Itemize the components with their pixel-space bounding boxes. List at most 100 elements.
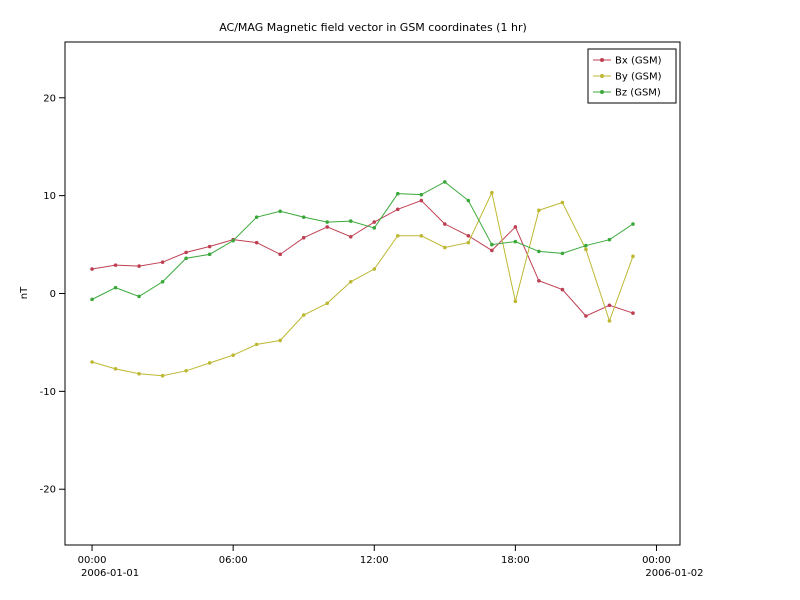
series-marker (631, 254, 635, 259)
series-marker (443, 222, 447, 226)
series-marker (584, 314, 588, 318)
x-tick-label: 06:00 (219, 555, 248, 566)
series-marker (607, 237, 612, 242)
series-marker (113, 263, 118, 267)
series-marker (443, 245, 447, 250)
series-marker (207, 244, 212, 249)
series-marker (395, 191, 400, 196)
x-tick-label: 12:00 (360, 555, 389, 566)
series-marker (372, 226, 377, 230)
series-marker (584, 243, 588, 248)
series-marker (513, 299, 518, 304)
legend-sample-marker (600, 58, 604, 62)
series-marker (90, 267, 94, 271)
series-marker (184, 250, 188, 255)
series-marker (490, 248, 494, 253)
series-marker (137, 264, 141, 268)
series-marker (395, 233, 400, 238)
series-marker (466, 240, 471, 245)
series-marker (301, 215, 306, 219)
x-tick-label: 18:00 (501, 555, 530, 566)
series-marker (372, 220, 377, 224)
plot-frame (64, 41, 681, 546)
series-marker (231, 353, 235, 357)
series-marker (90, 297, 94, 302)
series-marker (607, 319, 612, 323)
series-marker (419, 233, 424, 238)
series-marker (395, 207, 400, 212)
legend-label-by: By (GSM) (615, 72, 662, 83)
series-marker (301, 313, 306, 317)
series-marker (113, 285, 118, 290)
legend-label-bx: Bx (GSM) (615, 56, 662, 67)
series-marker (348, 279, 353, 284)
series-marker (443, 180, 447, 184)
series-marker (560, 287, 565, 292)
series-marker (372, 267, 377, 271)
y-axis-label: nT (19, 286, 30, 299)
series-marker (90, 360, 94, 364)
series-marker (513, 239, 518, 244)
series-marker (607, 303, 612, 308)
series-marker (560, 200, 565, 205)
series-marker (254, 240, 259, 245)
series-marker (184, 369, 188, 373)
series-marker (184, 256, 188, 261)
series-marker (466, 198, 471, 203)
series-marker (207, 252, 212, 257)
series-marker (160, 279, 165, 284)
series-marker (278, 252, 282, 257)
y-tick-label: 0 (50, 289, 56, 300)
legend-label-bz: Bz (GSM) (615, 88, 661, 99)
legend: Bx (GSM) By (GSM) Bz (GSM) (587, 48, 677, 104)
chart-title: AC/MAG Magnetic field vector in GSM coor… (219, 21, 527, 34)
series-marker (113, 367, 118, 371)
series-line-bx (91, 199, 634, 317)
axes: -20 -10 0 10 20 00:00 2006-01-01 06:00 12:00 18:0… (40, 41, 704, 579)
series-marker (513, 225, 518, 229)
y-tick-label: 10 (43, 191, 56, 202)
series-line-bz (91, 181, 634, 300)
x-tick-label: 00:00 (642, 555, 671, 566)
series-marker (254, 215, 259, 219)
series-marker (584, 247, 588, 252)
series-marker (137, 371, 141, 376)
series-marker (490, 242, 494, 247)
series-marker (631, 222, 635, 226)
series-marker (537, 278, 541, 283)
series-marker (160, 373, 165, 378)
series-marker (348, 234, 353, 239)
series-marker (231, 238, 235, 243)
x-date-label: 2006-01-01 (81, 568, 139, 579)
series-marker (537, 249, 541, 254)
series-marker (278, 338, 282, 343)
series-marker (325, 225, 330, 229)
legend-sample-marker (600, 90, 604, 94)
series-marker (490, 190, 494, 195)
series-lines (90, 180, 635, 378)
series-marker (207, 361, 212, 365)
series-line-by (91, 191, 634, 377)
y-tick-label: 20 (43, 93, 56, 104)
series-marker (325, 220, 330, 224)
series-marker (537, 208, 541, 213)
x-tick-label: 00:00 (78, 555, 107, 566)
series-marker (419, 192, 424, 197)
series-marker (560, 251, 565, 256)
series-marker (631, 311, 635, 315)
series-marker (278, 209, 282, 214)
series-marker (254, 342, 259, 347)
series-marker (466, 233, 471, 238)
legend-sample-marker (600, 74, 604, 78)
series-marker (419, 198, 424, 203)
y-tick-label: -20 (40, 485, 56, 496)
series-marker (348, 219, 353, 223)
series-marker (301, 235, 306, 240)
series-marker (160, 260, 165, 264)
x-date-label: 2006-01-02 (645, 568, 703, 579)
y-tick-label: -10 (40, 387, 56, 398)
series-marker (137, 294, 141, 299)
series-marker (325, 301, 330, 306)
